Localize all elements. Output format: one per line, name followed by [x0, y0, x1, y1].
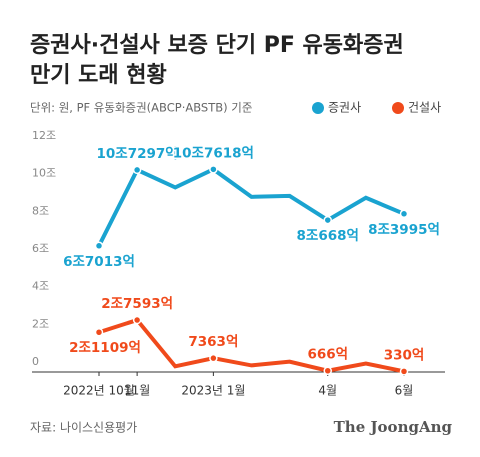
x-tick-label: 6월	[395, 384, 414, 398]
data-label: 8조3995억	[368, 222, 440, 238]
data-label: 330억	[384, 347, 425, 363]
data-label: 8조668억	[297, 228, 359, 244]
x-tick-label: 4월	[318, 384, 337, 398]
brand: The JoongAng	[334, 418, 453, 436]
x-tick-label: 2023년 1월	[181, 384, 245, 398]
data-label: 2조1109억	[69, 340, 141, 356]
data-point	[399, 367, 409, 376]
data-label: 7363억	[188, 334, 238, 350]
y-tick-label: 6조	[32, 242, 49, 255]
data-label: 10조7297억	[97, 146, 178, 162]
y-tick-label: 12조	[32, 129, 56, 142]
series-line	[97, 167, 405, 247]
x-tick-label: 11월	[124, 384, 150, 398]
data-point	[94, 327, 104, 337]
subtitle: 단위: 원, PF 유동화증권(ABCP·ABSTB) 기준	[30, 101, 252, 115]
data-point	[94, 241, 104, 251]
data-point	[399, 209, 409, 219]
data-point	[323, 215, 332, 225]
data-point	[132, 315, 142, 325]
chart-title: 증권사·건설사 보증 단기 PF 유동화증권	[30, 33, 404, 58]
data-label: 10조7618억	[173, 145, 254, 161]
legend-swatch	[312, 102, 324, 114]
y-tick-label: 10조	[32, 167, 56, 180]
data-point	[209, 353, 218, 363]
legend-label: 증권사	[328, 101, 361, 115]
source: 자료: 나이스신용평가	[30, 421, 137, 435]
data-point	[323, 366, 332, 375]
y-tick-label: 4조	[32, 280, 49, 293]
y-tick-label: 0	[32, 355, 39, 368]
data-point	[209, 165, 218, 174]
data-label: 2조7593억	[101, 296, 173, 312]
data-point	[132, 165, 142, 175]
data-label: 666억	[307, 347, 348, 363]
data-label: 6조7013억	[63, 254, 135, 270]
chart-title: 만기 도래 현황	[30, 63, 167, 88]
y-tick-label: 2조	[32, 317, 49, 330]
y-tick-label: 8조	[32, 204, 49, 217]
x-tick-label: 2022년 10월	[63, 384, 135, 398]
legend-label: 건설사	[408, 101, 441, 115]
series-line	[98, 317, 405, 374]
legend-swatch	[392, 102, 404, 114]
